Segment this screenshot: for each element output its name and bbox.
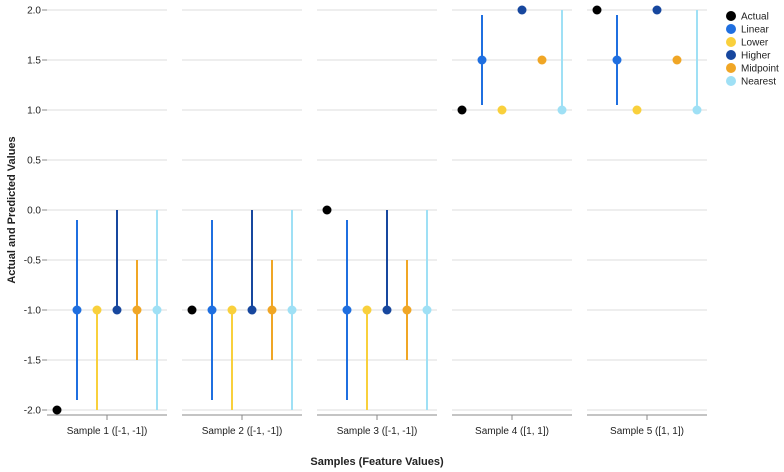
point-higher bbox=[112, 305, 122, 315]
legend-swatch-nearest bbox=[726, 76, 736, 86]
y-axis-title: Actual and Predicted Values bbox=[6, 136, 18, 283]
point-linear bbox=[207, 305, 217, 315]
point-nearest bbox=[152, 305, 162, 315]
point-actual bbox=[592, 5, 602, 15]
point-nearest bbox=[692, 105, 702, 115]
point-lower bbox=[632, 105, 642, 115]
data-marks bbox=[52, 5, 702, 415]
legend-swatch-lower bbox=[726, 37, 736, 47]
point-lower bbox=[227, 305, 237, 315]
facet-label: Sample 1 ([-1, -1]) bbox=[67, 426, 148, 437]
point-midpoint bbox=[672, 55, 682, 65]
facet-labels: Sample 1 ([-1, -1]) Sample 2 ([-1, -1]) Sa… bbox=[67, 426, 684, 437]
legend-label-higher: Higher bbox=[741, 51, 771, 62]
legend-label-linear: Linear bbox=[741, 25, 769, 36]
legend-swatch-linear bbox=[726, 24, 736, 34]
point-actual bbox=[187, 305, 197, 315]
point-lower bbox=[362, 305, 372, 315]
point-linear bbox=[342, 305, 352, 315]
point-higher bbox=[247, 305, 257, 315]
y-tick-label: -0.5 bbox=[24, 256, 42, 267]
point-higher bbox=[517, 5, 527, 15]
y-tick-label: 0.0 bbox=[27, 206, 41, 217]
facet-label: Sample 3 ([-1, -1]) bbox=[337, 426, 418, 437]
point-midpoint bbox=[132, 305, 142, 315]
axes: 2.0 1.5 1.0 0.5 0.0 -0.5 -1.0 -1.5 -2.0 bbox=[24, 6, 707, 420]
point-higher bbox=[652, 5, 662, 15]
y-tick-label: 1.0 bbox=[27, 106, 41, 117]
point-midpoint bbox=[402, 305, 412, 315]
point-linear bbox=[477, 55, 487, 65]
point-linear bbox=[612, 55, 622, 65]
legend-swatch-higher bbox=[726, 50, 736, 60]
point-midpoint bbox=[537, 55, 547, 65]
point-actual bbox=[322, 205, 332, 215]
point-nearest bbox=[557, 105, 567, 115]
point-higher bbox=[382, 305, 392, 315]
legend-swatch-midpoint bbox=[726, 63, 736, 73]
legend-swatch-actual bbox=[726, 11, 736, 21]
facet-label: Sample 5 ([1, 1]) bbox=[610, 426, 684, 437]
y-tick-label: 0.5 bbox=[27, 156, 41, 167]
facet-label: Sample 4 ([1, 1]) bbox=[475, 426, 549, 437]
point-midpoint bbox=[267, 305, 277, 315]
y-tick-label: -2.0 bbox=[24, 406, 42, 417]
legend-label-lower: Lower bbox=[741, 38, 769, 49]
gridlines bbox=[47, 9, 707, 411]
point-linear bbox=[72, 305, 82, 315]
facet-label: Sample 2 ([-1, -1]) bbox=[202, 426, 283, 437]
y-tick-label: -1.5 bbox=[24, 356, 42, 367]
y-tick-label: 2.0 bbox=[27, 6, 41, 17]
legend-label-nearest: Nearest bbox=[741, 77, 776, 88]
point-actual bbox=[52, 405, 62, 415]
point-lower bbox=[497, 105, 507, 115]
legend-label-actual: Actual bbox=[741, 12, 769, 23]
point-lower bbox=[92, 305, 102, 315]
x-axis-title: Samples (Feature Values) bbox=[310, 456, 444, 468]
y-tick-label: 1.5 bbox=[27, 56, 41, 67]
legend-label-midpoint: Midpoint bbox=[741, 64, 779, 75]
point-nearest bbox=[287, 305, 297, 315]
point-actual bbox=[457, 105, 467, 115]
point-nearest bbox=[422, 305, 432, 315]
y-tick-label: -1.0 bbox=[24, 306, 42, 317]
legend: Actual Linear Lower Higher Midpoint Nearest bbox=[726, 11, 779, 88]
